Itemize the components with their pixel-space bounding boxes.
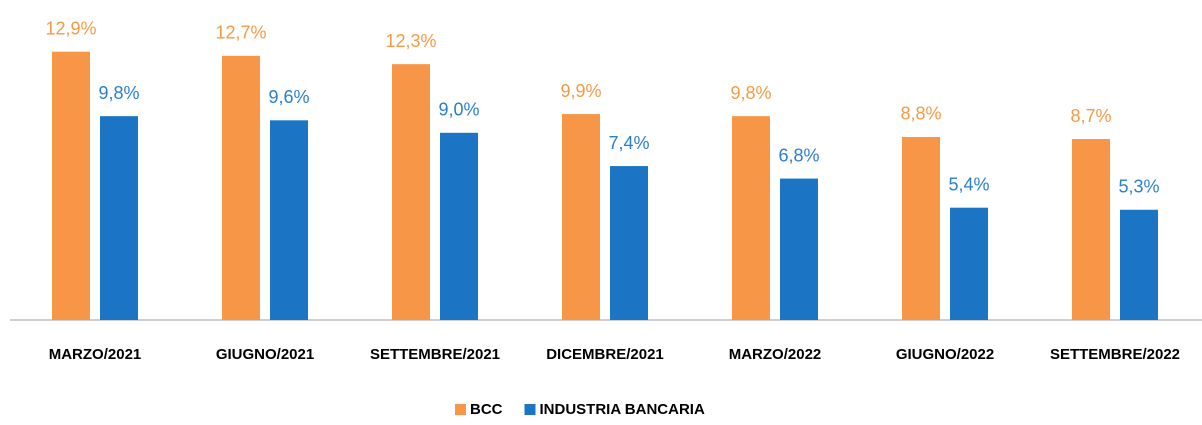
bar bbox=[732, 116, 770, 320]
bar bbox=[1120, 209, 1158, 320]
x-tick-label: GIUGNO/2021 bbox=[216, 346, 314, 363]
bar bbox=[52, 51, 90, 321]
data-label: 5,4% bbox=[948, 174, 989, 194]
data-label: 12,7% bbox=[215, 23, 266, 43]
data-label: 8,7% bbox=[1070, 106, 1111, 126]
x-tick-label: MARZO/2021 bbox=[49, 346, 142, 363]
legend-label: INDUSTRIA BANCARIA bbox=[540, 401, 705, 418]
legend-swatch bbox=[455, 404, 466, 415]
data-label: 6,8% bbox=[778, 145, 819, 165]
bar bbox=[780, 178, 818, 320]
data-label: 9,0% bbox=[438, 100, 479, 120]
legend-label: BCC bbox=[470, 401, 503, 418]
x-tick-label: GIUGNO/2022 bbox=[896, 346, 994, 363]
bar bbox=[950, 207, 988, 320]
x-tick-label: SETTEMBRE/2022 bbox=[1050, 346, 1180, 363]
bar bbox=[222, 55, 260, 321]
data-label: 5,3% bbox=[1118, 177, 1159, 197]
data-label: 9,8% bbox=[98, 83, 139, 103]
bar bbox=[902, 136, 940, 320]
bar bbox=[392, 64, 430, 320]
bar bbox=[270, 120, 308, 320]
data-label: 12,3% bbox=[385, 31, 436, 51]
x-tick-label: MARZO/2022 bbox=[729, 346, 822, 363]
bar bbox=[1072, 139, 1110, 320]
x-tick-label: DICEMBRE/2021 bbox=[546, 346, 664, 363]
bar bbox=[562, 114, 600, 320]
bar bbox=[610, 166, 648, 320]
data-label: 12,9% bbox=[45, 18, 96, 38]
data-label: 7,4% bbox=[608, 133, 649, 153]
data-label: 9,6% bbox=[268, 87, 309, 107]
legend-swatch bbox=[524, 404, 536, 415]
x-tick-label: SETTEMBRE/2021 bbox=[370, 346, 500, 363]
data-label: 9,8% bbox=[730, 83, 771, 103]
bar bbox=[100, 116, 138, 320]
bar bbox=[440, 132, 478, 320]
data-label: 9,9% bbox=[560, 81, 601, 101]
data-label: 8,8% bbox=[900, 104, 941, 124]
